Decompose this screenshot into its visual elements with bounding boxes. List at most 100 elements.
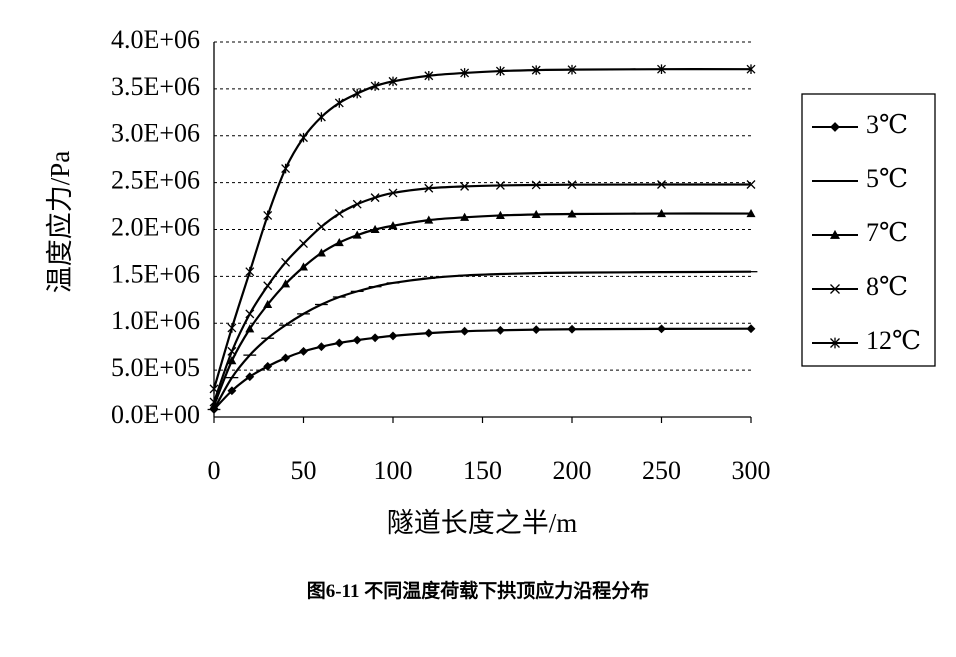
- series-line: [213, 327, 752, 411]
- legend-item: 7℃: [812, 218, 908, 247]
- series-marker: [567, 64, 577, 75]
- series-marker: [281, 279, 291, 288]
- legend-label: 7℃: [866, 218, 908, 247]
- series-2: [209, 208, 756, 410]
- series-marker: [388, 331, 398, 341]
- series-marker: [299, 132, 308, 143]
- legend-item: 5℃: [812, 164, 908, 193]
- series-marker: [263, 210, 273, 221]
- series-marker: [460, 326, 470, 336]
- series-marker: [281, 353, 291, 363]
- series-marker: [656, 208, 667, 218]
- series-marker: [316, 112, 326, 122]
- legend-item: 3℃: [812, 110, 908, 139]
- series-marker: [495, 325, 505, 335]
- legend-box: [801, 93, 936, 367]
- series-marker: [531, 209, 541, 218]
- series-marker: [830, 284, 840, 294]
- y-tick-label: 3.5E+06: [111, 72, 200, 101]
- series-marker: [299, 346, 308, 356]
- series-marker: [460, 212, 470, 221]
- series-marker: [334, 98, 344, 108]
- x-tick-label: 0: [208, 456, 221, 485]
- series-marker: [334, 209, 344, 219]
- series-marker: [263, 361, 273, 371]
- axes: [213, 42, 752, 423]
- series-marker: [746, 324, 756, 334]
- series-marker: [829, 229, 841, 239]
- series-marker: [424, 183, 434, 193]
- series-marker: [657, 324, 666, 334]
- series-3: [209, 180, 756, 407]
- series-marker: [460, 68, 470, 78]
- series-marker: [388, 76, 398, 87]
- series-marker: [567, 209, 577, 218]
- series-marker: [352, 230, 362, 239]
- series-marker: [352, 335, 362, 345]
- legend-label: 3℃: [866, 110, 908, 139]
- series-marker: [424, 215, 434, 224]
- series-marker: [227, 323, 237, 333]
- series-marker: [746, 64, 756, 74]
- y-tick-label: 1.5E+06: [111, 259, 200, 288]
- series-marker: [334, 338, 344, 348]
- legend-label: 12℃: [866, 326, 921, 355]
- series-marker: [298, 262, 309, 271]
- x-tick-label: 100: [374, 456, 413, 485]
- series-marker: [281, 257, 291, 267]
- series-marker: [495, 180, 505, 190]
- legend: 3℃ 5℃ 7℃ 8℃ 12℃: [801, 93, 936, 367]
- legend-item: 8℃: [812, 272, 908, 301]
- series-layer: [207, 64, 758, 414]
- series-marker: [424, 328, 434, 338]
- series-marker: [316, 248, 326, 257]
- series-marker: [227, 386, 237, 396]
- series-marker: [567, 180, 577, 190]
- series-line: [213, 270, 752, 411]
- series-marker: [495, 210, 505, 219]
- series-marker: [531, 180, 541, 190]
- series-marker: [567, 324, 577, 334]
- series-marker: [460, 181, 470, 191]
- series-marker: [370, 193, 380, 203]
- series-marker: [388, 221, 398, 230]
- series-marker: [245, 309, 255, 319]
- series-marker: [352, 199, 362, 209]
- x-tick-label: 250: [642, 456, 681, 485]
- series-1: [207, 270, 758, 411]
- y-tick-label: 1.0E+06: [111, 306, 200, 335]
- y-tick-label: 3.0E+06: [111, 119, 200, 148]
- series-marker: [830, 337, 840, 349]
- series-marker: [370, 224, 380, 233]
- series-marker: [531, 65, 541, 75]
- y-tick-label: 2.0E+06: [111, 212, 200, 241]
- legend-item: 12℃: [812, 326, 921, 355]
- x-axis-title: 隧道长度之半/m: [387, 508, 578, 538]
- y-tick-label: 2.5E+06: [111, 166, 200, 195]
- series-marker: [531, 325, 541, 335]
- series-marker: [316, 342, 326, 352]
- series-marker: [263, 299, 273, 308]
- series-marker: [263, 281, 273, 291]
- series-4: [209, 64, 756, 394]
- y-tick-labels: 0.0E+00 5.0E+05 1.0E+06 1.5E+06 2.0E+06 2.5E+…: [111, 25, 200, 429]
- series-marker: [245, 324, 255, 333]
- series-marker: [388, 188, 398, 198]
- series-marker: [352, 88, 362, 99]
- series-marker: [830, 122, 840, 132]
- series-marker: [316, 222, 326, 232]
- x-tick-label: 150: [463, 456, 502, 485]
- series-marker: [245, 266, 255, 277]
- series-marker: [334, 238, 344, 247]
- series-line: [212, 212, 752, 407]
- y-tick-label: 5.0E+05: [111, 353, 200, 382]
- series-marker: [227, 346, 237, 356]
- x-tick-label: 300: [732, 456, 771, 485]
- series-marker: [657, 180, 666, 189]
- legend-label: 5℃: [866, 164, 908, 193]
- x-tick-labels: 0 50 100 150 200 250 300: [208, 456, 771, 485]
- series-marker: [370, 333, 380, 343]
- figure-caption: 图6-11 不同温度荷载下拱顶应力沿程分布: [307, 579, 650, 602]
- series-marker: [746, 208, 756, 218]
